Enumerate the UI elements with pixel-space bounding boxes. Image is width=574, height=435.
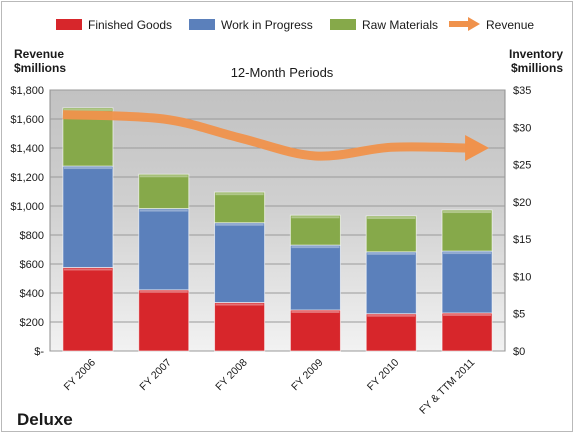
left-tick-label: $1,600 bbox=[10, 114, 44, 126]
right-tick-label: $15 bbox=[513, 234, 531, 246]
bar-highlight bbox=[291, 310, 340, 313]
bar-highlight bbox=[63, 108, 112, 111]
bar-raw-materials bbox=[214, 191, 266, 224]
bar-highlight bbox=[443, 252, 492, 255]
legend-arrow-head-revenue bbox=[468, 17, 480, 31]
right-axis: $0 $5 $10 $15 $20 $25 $30 $35 bbox=[513, 85, 531, 358]
legend-label-raw-materials: Raw Materials bbox=[362, 18, 438, 32]
legend-swatch-work-in-progress bbox=[189, 19, 215, 30]
category-label: FY 2008 bbox=[213, 357, 250, 394]
left-tick-label: $800 bbox=[20, 230, 44, 242]
bar-highlight bbox=[63, 268, 112, 271]
left-axis: $- $200 $400 $600 $800 $1,000 $1,200 $1,400 $1,6… bbox=[10, 85, 44, 358]
category-label: FY 2007 bbox=[137, 357, 174, 394]
left-tick-label: $1,400 bbox=[10, 143, 44, 155]
legend: Finished Goods Work in Progress Raw Mate… bbox=[56, 17, 534, 32]
bar-work-in-progress bbox=[62, 165, 114, 268]
bar-finished-goods bbox=[62, 266, 114, 352]
bar-finished-goods bbox=[441, 312, 493, 352]
bar-highlight bbox=[291, 246, 340, 249]
right-tick-label: $30 bbox=[513, 122, 531, 134]
legend-label-work-in-progress: Work in Progress bbox=[221, 18, 313, 32]
right-axis-title-line2: $millions bbox=[511, 61, 563, 75]
left-axis-title-line1: Revenue bbox=[14, 47, 64, 61]
bar-raw-materials bbox=[289, 214, 341, 246]
bar-highlight bbox=[367, 217, 416, 220]
left-tick-label: $- bbox=[34, 346, 44, 358]
left-tick-label: $1,800 bbox=[10, 85, 44, 97]
legend-swatch-finished-goods bbox=[56, 19, 82, 30]
bar-highlight bbox=[139, 290, 188, 293]
right-tick-label: $5 bbox=[513, 309, 525, 321]
category-labels: FY 2006 FY 2007 FY 2008 FY 2009 FY 2010 FY & … bbox=[62, 357, 478, 417]
left-axis-title-line2: $millions bbox=[14, 61, 66, 75]
bar-highlight bbox=[139, 209, 188, 212]
category-label: FY 2009 bbox=[289, 357, 326, 394]
bar-raw-materials bbox=[441, 209, 493, 252]
left-tick-label: $1,000 bbox=[10, 201, 44, 213]
legend-label-revenue: Revenue bbox=[486, 18, 534, 32]
left-tick-label: $1,200 bbox=[10, 172, 44, 184]
right-tick-label: $35 bbox=[513, 85, 531, 97]
bar-work-in-progress bbox=[138, 208, 190, 291]
right-axis-title-line1: Inventory bbox=[509, 47, 563, 61]
bar-highlight bbox=[367, 314, 416, 317]
bar-highlight bbox=[215, 303, 264, 306]
left-tick-label: $600 bbox=[20, 259, 44, 271]
plot-area bbox=[49, 89, 506, 352]
bar-highlight bbox=[215, 193, 264, 196]
bar-finished-goods bbox=[138, 289, 190, 352]
bar-highlight bbox=[139, 175, 188, 178]
bar-finished-goods bbox=[214, 302, 266, 352]
chart-title: 12-Month Periods bbox=[231, 65, 334, 80]
right-tick-label: $10 bbox=[513, 271, 531, 283]
legend-swatch-raw-materials bbox=[330, 19, 356, 30]
bar-finished-goods bbox=[289, 309, 341, 352]
company-name: Deluxe bbox=[17, 410, 73, 429]
right-tick-label: $25 bbox=[513, 160, 531, 172]
bars bbox=[62, 107, 493, 352]
bar-work-in-progress bbox=[289, 244, 341, 311]
right-tick-label: $20 bbox=[513, 197, 531, 209]
right-tick-label: $0 bbox=[513, 346, 525, 358]
bar-highlight bbox=[215, 223, 264, 226]
category-label: FY & TTM 2011 bbox=[417, 357, 477, 417]
revenue-line bbox=[62, 110, 468, 161]
bar-work-in-progress bbox=[214, 222, 266, 304]
category-label: FY 2006 bbox=[62, 357, 99, 394]
bar-highlight bbox=[291, 216, 340, 219]
bar-highlight bbox=[63, 167, 112, 170]
left-tick-label: $200 bbox=[20, 317, 44, 329]
revenue-arrow-head bbox=[465, 135, 490, 161]
bar-finished-goods bbox=[365, 313, 417, 352]
bar-raw-materials bbox=[365, 215, 417, 253]
bar-highlight bbox=[443, 211, 492, 214]
bar-work-in-progress bbox=[441, 250, 493, 314]
bar-raw-materials bbox=[138, 173, 190, 210]
bar-highlight bbox=[443, 313, 492, 316]
revenue-line-layer bbox=[62, 110, 490, 161]
bar-highlight bbox=[367, 252, 416, 255]
left-tick-label: $400 bbox=[20, 288, 44, 300]
legend-label-finished-goods: Finished Goods bbox=[88, 18, 172, 32]
bar-work-in-progress bbox=[365, 251, 417, 315]
category-label: FY 2010 bbox=[365, 357, 402, 394]
